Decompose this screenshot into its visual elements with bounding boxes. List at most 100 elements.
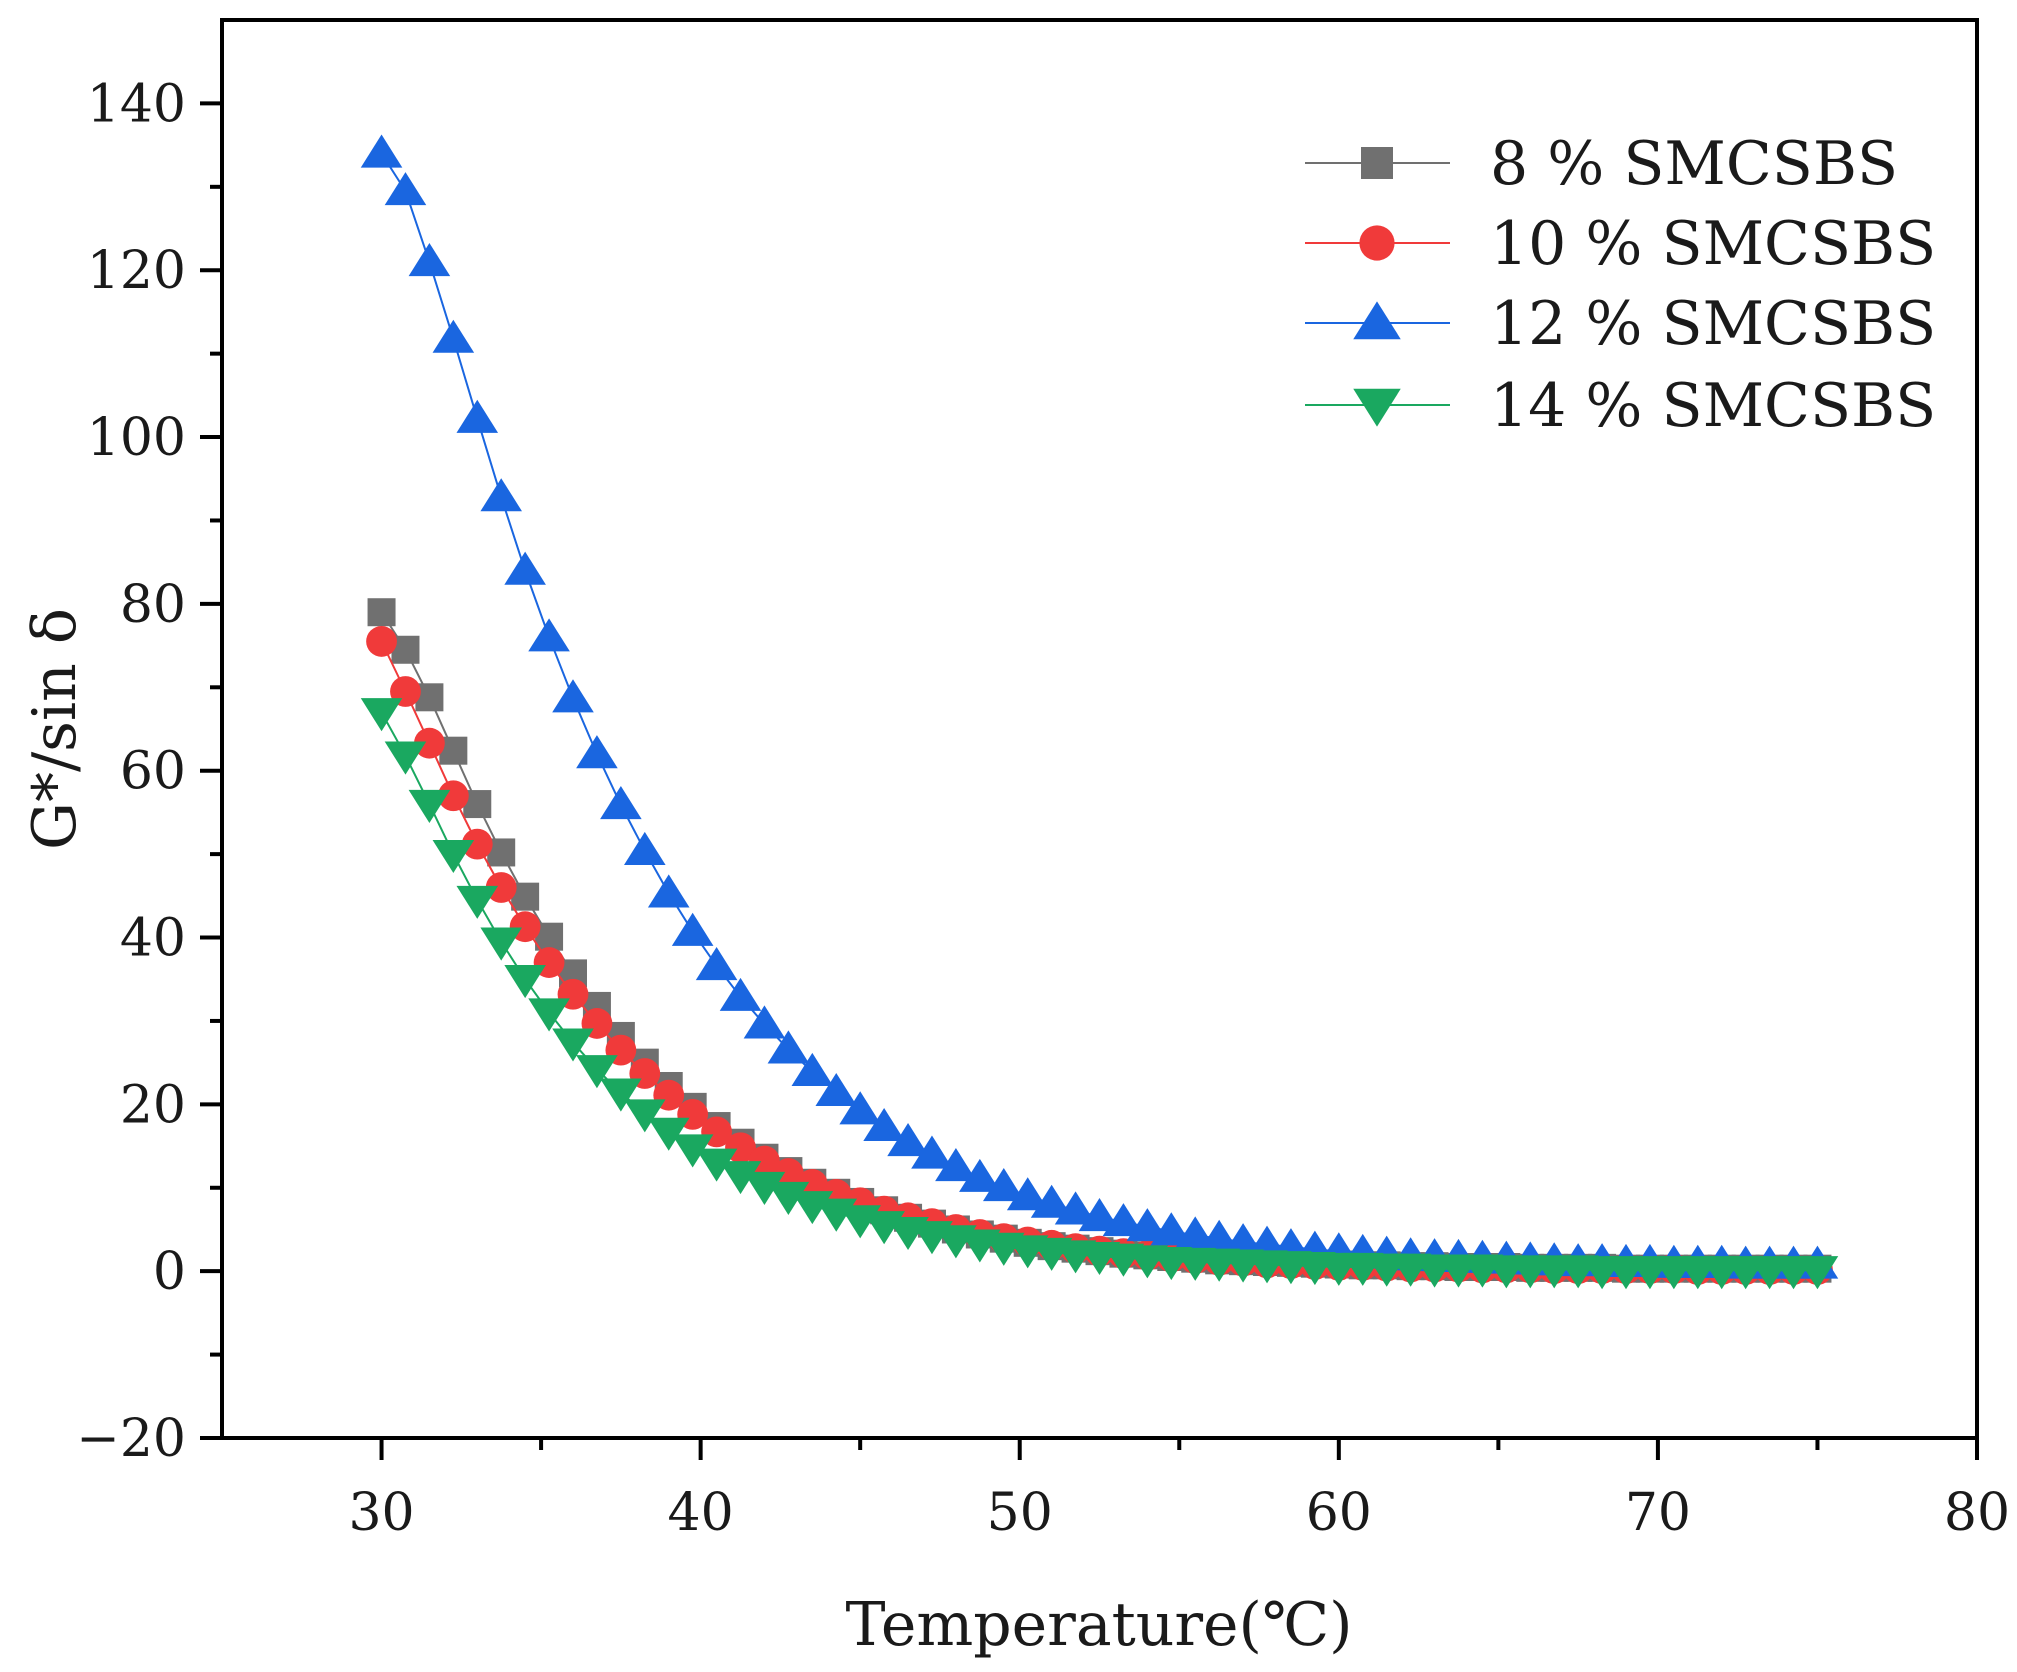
- series-4: [360, 698, 1839, 1290]
- legend-item: 12 % SMCSBS: [1305, 289, 1936, 359]
- data-point: [647, 874, 690, 908]
- data-point: [552, 679, 594, 713]
- legend-item: 8 % SMCSBS: [1305, 129, 1898, 199]
- data-point: [671, 912, 714, 946]
- legend-label: 10 % SMCSBS: [1490, 209, 1936, 279]
- data-point: [414, 727, 445, 759]
- legend-label: 14 % SMCSBS: [1490, 371, 1936, 441]
- y-axis-title: G*/sin δ: [20, 608, 90, 850]
- data-point: [863, 1107, 905, 1142]
- x-tick-label: 70: [1625, 1483, 1691, 1543]
- data-point: [695, 1148, 738, 1182]
- data-point: [456, 399, 499, 433]
- y-tick-label: 140: [87, 74, 186, 134]
- data-point: [1126, 1208, 1169, 1242]
- y-tick-label: 60: [120, 742, 186, 802]
- y-tick-label: 40: [120, 909, 186, 969]
- data-point: [367, 598, 396, 627]
- series-line: [380, 711, 1818, 1272]
- data-point: [1030, 1184, 1073, 1218]
- data-point: [719, 977, 762, 1011]
- data-point: [719, 1161, 762, 1195]
- data-point: [624, 1099, 666, 1133]
- axis-ticks: 30 40 50 60 70 80 −20 0 20 40 60 80 100 120 140: [76, 74, 2010, 1543]
- x-tick-label: 80: [1944, 1483, 2010, 1543]
- data-point: [576, 735, 618, 769]
- y-tick-label: 0: [153, 1242, 186, 1302]
- legend-item: 14 % SMCSBS: [1305, 371, 1936, 441]
- data-point: [552, 1028, 594, 1062]
- plot-frame: [220, 18, 1979, 1440]
- x-tick-label: 40: [668, 1483, 734, 1543]
- data-point: [1078, 1198, 1121, 1232]
- series-line: [380, 611, 1818, 1270]
- y-tick-label: −20: [76, 1409, 186, 1469]
- data-point: [408, 242, 451, 277]
- data-point: [456, 885, 499, 919]
- data-point: [815, 1072, 858, 1107]
- data-point: [791, 1052, 834, 1086]
- y-tick-label: 20: [120, 1075, 186, 1135]
- data-point: [360, 134, 403, 168]
- x-tick-label: 60: [1306, 1483, 1372, 1543]
- data-point: [576, 1055, 618, 1089]
- data-point: [887, 1122, 929, 1157]
- series-1: [367, 598, 1832, 1283]
- data-point: [743, 1171, 786, 1205]
- data-point: [743, 1005, 786, 1039]
- data-point: [432, 839, 475, 874]
- data-point: [528, 618, 570, 652]
- series-layer: [360, 134, 1839, 1290]
- data-point: [839, 1091, 881, 1125]
- data-point: [1150, 1212, 1193, 1246]
- y-tick-label: 80: [120, 575, 186, 635]
- data-point: [408, 789, 451, 823]
- data-point: [528, 998, 570, 1032]
- data-point: [480, 478, 522, 512]
- data-point: [360, 698, 403, 732]
- data-point: [485, 872, 517, 903]
- data-point: [432, 319, 475, 353]
- legend-marker: [1359, 225, 1395, 261]
- series-2: [366, 626, 1833, 1285]
- data-point: [504, 551, 546, 585]
- legend-label: 8 % SMCSBS: [1490, 129, 1898, 199]
- data-point: [461, 828, 493, 860]
- data-point: [911, 1135, 953, 1169]
- x-tick-label: 30: [348, 1483, 414, 1543]
- data-point: [1796, 1256, 1839, 1290]
- data-point: [480, 927, 522, 961]
- y-tick-label: 120: [87, 241, 186, 301]
- data-point: [767, 1181, 810, 1216]
- data-point: [767, 1030, 810, 1064]
- data-point: [1054, 1191, 1097, 1225]
- data-point: [1198, 1219, 1240, 1253]
- data-point: [437, 780, 469, 812]
- data-point: [384, 172, 427, 206]
- data-point: [647, 1117, 690, 1151]
- data-point: [982, 1168, 1025, 1202]
- data-point: [959, 1158, 1001, 1192]
- legend-marker: [1353, 388, 1401, 427]
- legend: 8 % SMCSBS 10 % SMCSBS 12 % SMCSBS 14 % SMC…: [1305, 129, 1936, 441]
- data-point: [600, 786, 642, 820]
- y-tick-label: 100: [87, 408, 186, 468]
- legend-marker: [1353, 301, 1401, 340]
- data-point: [671, 1134, 714, 1168]
- x-axis-title: Temperature(℃): [845, 1590, 1352, 1660]
- data-point: [366, 626, 397, 657]
- legend-item: 10 % SMCSBS: [1305, 209, 1936, 279]
- data-point: [749, 1145, 780, 1177]
- data-point: [695, 946, 738, 981]
- data-point: [935, 1148, 977, 1182]
- data-point: [1174, 1216, 1217, 1250]
- legend-marker: [1361, 147, 1393, 179]
- data-point: [600, 1078, 642, 1112]
- data-point: [772, 1158, 804, 1189]
- data-point: [1006, 1177, 1049, 1211]
- data-point: [384, 741, 427, 775]
- legend-label: 12 % SMCSBS: [1490, 289, 1936, 359]
- data-point: [1102, 1203, 1145, 1237]
- x-tick-label: 50: [987, 1483, 1053, 1543]
